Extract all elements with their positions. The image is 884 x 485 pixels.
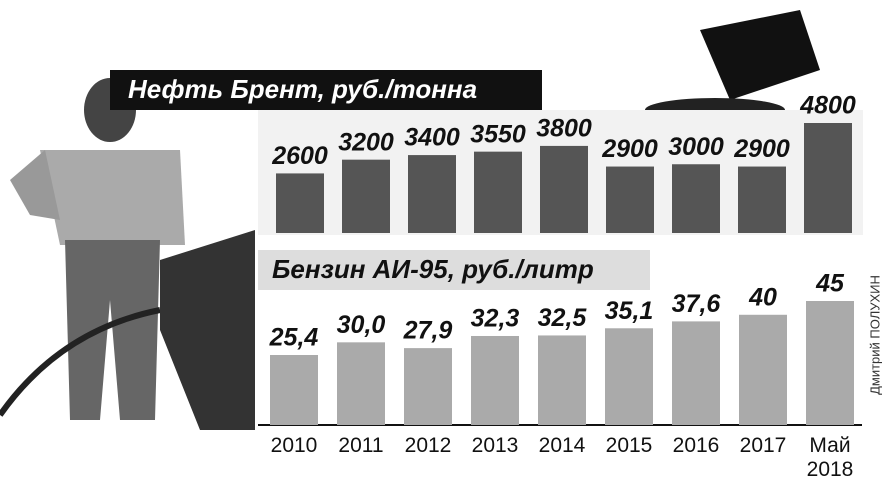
chart-title: Нефть Брент, руб./тонна — [128, 74, 477, 104]
photo-person — [0, 78, 255, 430]
bar — [540, 146, 588, 233]
x-tick-label: 2017 — [735, 434, 791, 458]
value-label: 37,6 — [672, 290, 722, 318]
bar — [342, 160, 390, 233]
x-tick-label: 2014 — [534, 434, 590, 458]
bar — [404, 348, 452, 425]
value-label: 25,4 — [269, 324, 319, 352]
bar — [538, 335, 586, 425]
x-tick-label: 2013 — [467, 434, 523, 458]
bar — [408, 155, 456, 233]
value-label: 32,5 — [538, 304, 588, 332]
bar — [605, 328, 653, 425]
x-tick-label: 2010 — [266, 434, 322, 458]
value-label: 45 — [815, 270, 845, 298]
value-label: 3200 — [338, 128, 394, 156]
value-label: 30,0 — [337, 311, 386, 339]
photo-barrel — [645, 10, 820, 122]
value-label: 2900 — [733, 135, 790, 163]
x-tick-label: 2015 — [601, 434, 657, 458]
bar — [738, 167, 786, 233]
chart: Нефть Брент, руб./тонна Бензин АИ-95, ру… — [0, 0, 884, 485]
credit: Дмитрий ПОЛУХИН — [867, 275, 882, 395]
value-label: 3400 — [404, 124, 460, 152]
chart-title: Бензин АИ-95, руб./литр — [272, 254, 594, 284]
value-label: 3800 — [536, 115, 592, 143]
x-tick-label: 2011 — [333, 434, 389, 458]
value-label: 2600 — [271, 142, 328, 170]
value-label: 4800 — [799, 92, 856, 120]
value-label: 27,9 — [403, 317, 453, 345]
value-label: 2900 — [601, 135, 658, 163]
bar — [270, 355, 318, 425]
bar — [806, 301, 854, 425]
value-label: 35,1 — [605, 297, 654, 325]
bar — [276, 173, 324, 233]
bar — [471, 336, 519, 425]
page: Нефть Брент, руб./тонна Бензин АИ-95, ру… — [0, 0, 884, 485]
value-label: 3550 — [470, 120, 526, 148]
bar — [804, 123, 852, 233]
bar — [672, 164, 720, 233]
bar — [739, 315, 787, 425]
bar — [337, 342, 385, 425]
value-label: 40 — [748, 283, 777, 311]
x-tick-label: 2012 — [400, 434, 456, 458]
bar — [672, 321, 720, 425]
x-tick-label: 2016 — [668, 434, 724, 458]
x-tick-label: Май 2018 — [802, 434, 858, 482]
bar — [606, 167, 654, 233]
value-label: 3000 — [668, 133, 724, 161]
value-label: 32,3 — [471, 305, 520, 333]
bar — [474, 152, 522, 233]
